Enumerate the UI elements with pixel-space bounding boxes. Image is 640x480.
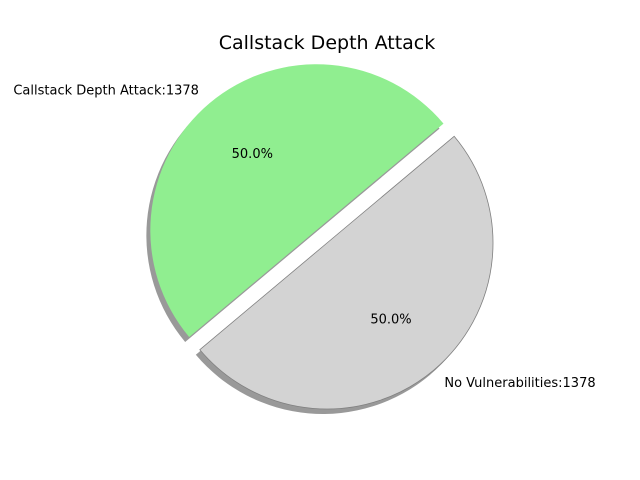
chart-title: Callstack Depth Attack: [219, 32, 436, 54]
pie-slices: [150, 64, 494, 410]
percent-label-callstack-depth-attack: 50.0%: [232, 147, 273, 162]
percent-label-no-vulnerabilities: 50.0%: [370, 312, 411, 327]
slice-label-callstack-depth-attack: Callstack Depth Attack:1378: [13, 83, 199, 98]
slice-label-no-vulnerabilities: No Vulnerabilities:1378: [444, 376, 595, 391]
pie-slice-no-vulnerabilities: [199, 135, 494, 410]
pie-slice-callstack-depth-attack: [150, 64, 444, 337]
pie-labels: Callstack Depth Attack:1378 50.0% No Vulne…: [13, 83, 595, 390]
